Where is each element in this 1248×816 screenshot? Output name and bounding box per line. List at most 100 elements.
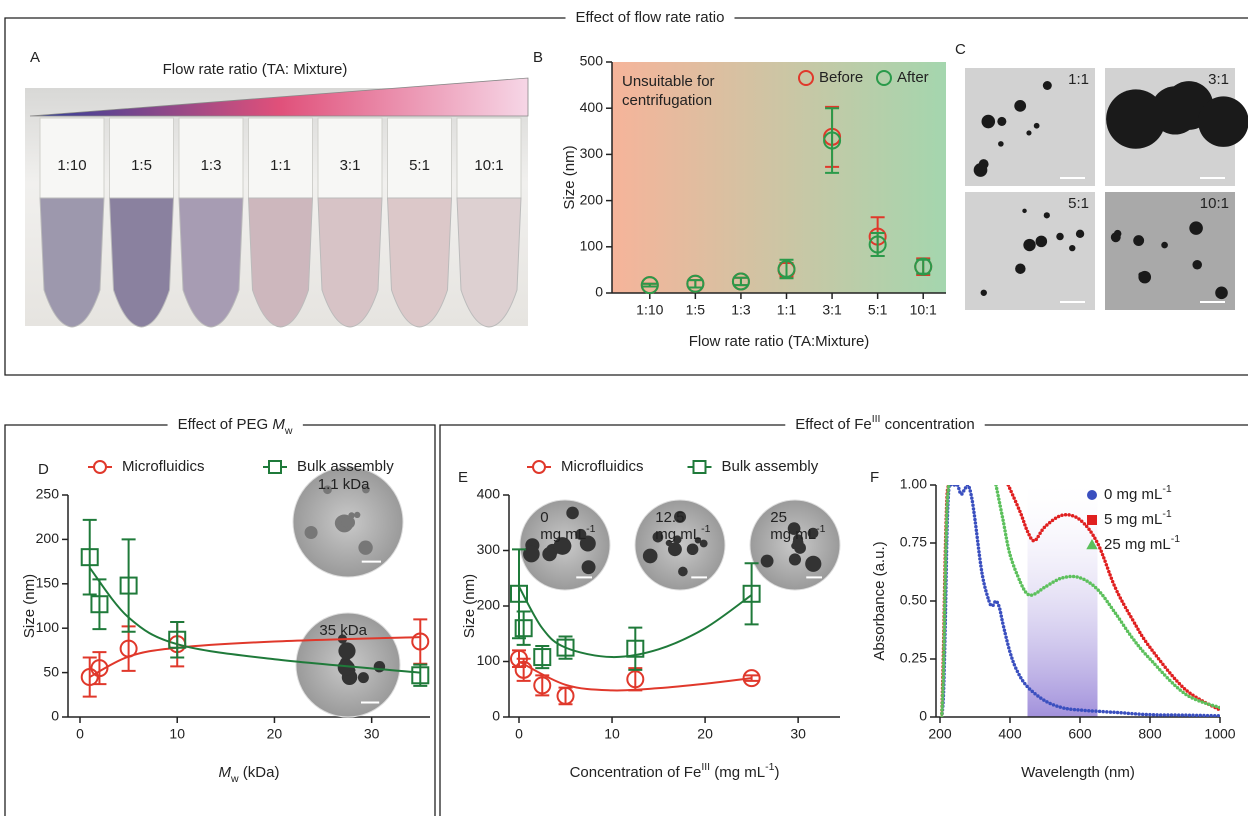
data-point <box>533 648 552 667</box>
x-axis-title-part: Wavelength (nm) <box>1021 764 1135 781</box>
inset-label: 0 <box>540 509 548 526</box>
y-tick-label: 100 <box>36 619 60 635</box>
spectrum-line <box>940 485 1220 717</box>
particle <box>1015 263 1026 274</box>
y-tick-label: 200 <box>36 530 60 546</box>
x-tick-label: 1:10 <box>636 302 663 318</box>
inset-particle <box>652 531 664 543</box>
inset-particle <box>581 560 596 575</box>
annotation: Unsuitable for <box>622 73 715 90</box>
data-point <box>533 676 552 695</box>
particle <box>1161 241 1168 249</box>
data-point <box>514 660 533 679</box>
particle <box>1035 235 1048 248</box>
legend-label: Bulk assembly <box>297 458 394 475</box>
micrograph-label: 3:1 <box>1208 71 1229 88</box>
inset-label-part: mg mL <box>655 526 701 543</box>
x-axis-title-part: M <box>219 764 232 781</box>
panel-label: E <box>458 469 468 486</box>
section-title-part: M <box>272 416 285 433</box>
y-tick-label: 0.50 <box>900 592 927 608</box>
inset-particle <box>792 537 804 549</box>
y-axis-title-part: Absorbance (a.u.) <box>871 541 888 660</box>
inset-label-part: -1 <box>816 523 825 535</box>
title-backdrop <box>785 412 985 433</box>
particle <box>980 289 987 296</box>
data-point <box>640 276 659 295</box>
inset-particle <box>304 525 318 539</box>
data-point <box>868 235 887 254</box>
x-tick-label: 10 <box>604 726 620 742</box>
y-tick-label: 150 <box>36 575 60 591</box>
inset-particle <box>542 546 557 562</box>
x-tick-label: 5:1 <box>868 302 888 318</box>
micrograph-label: 1:1 <box>1068 71 1089 88</box>
y-tick-label: 0 <box>51 708 59 724</box>
micrograph <box>1105 192 1235 310</box>
data-point <box>168 630 187 649</box>
x-axis-title-part: (kDa) <box>239 764 280 781</box>
legend-label-part: After <box>897 69 929 86</box>
error-bar <box>121 538 136 633</box>
inset-particle <box>760 554 774 568</box>
x-axis-title-part: w <box>230 773 239 785</box>
particle <box>1069 244 1076 252</box>
legend-label: Microfluidics <box>122 458 205 475</box>
y-axis-title-part: Size (nm) <box>461 574 478 638</box>
particle <box>1215 286 1228 300</box>
section-title-part: concentration <box>880 416 974 433</box>
panel-label: A <box>30 49 40 66</box>
inset-particle <box>699 539 708 548</box>
inset-label-part: 0 <box>540 509 548 526</box>
inset-label: 12.5 <box>655 509 684 526</box>
inset-label-part: -1 <box>701 523 710 535</box>
legend-label: Bulk assembly <box>722 458 819 475</box>
y-axis-title: Size (nm) <box>461 574 478 638</box>
tube-liquid <box>108 197 175 328</box>
panel-label: D <box>38 461 49 478</box>
legend-label: 25 mg mL-1 <box>1104 533 1180 553</box>
particle <box>1138 270 1152 284</box>
legend-label-part: Bulk assembly <box>722 458 819 475</box>
inset-particle <box>357 672 369 684</box>
y-tick-label: 0.75 <box>900 534 927 550</box>
tube-wall <box>109 117 174 199</box>
legend-marker <box>1087 490 1097 500</box>
x-axis-title-part: -1 <box>765 761 774 773</box>
inset-particle <box>566 506 579 520</box>
tube-liquid <box>386 197 453 328</box>
inset-particle <box>674 510 687 523</box>
spectrum-line <box>940 485 1220 717</box>
particle <box>1133 235 1145 246</box>
section-title-part: Effect of Fe <box>795 416 871 433</box>
section-title: Effect of PEG Mw <box>178 416 293 437</box>
particle <box>973 163 988 177</box>
tube-liquid <box>317 197 383 328</box>
data-point <box>556 638 575 657</box>
inset-particle <box>807 527 819 539</box>
data-point <box>823 131 842 150</box>
micrograph-label: 5:1 <box>1068 195 1089 212</box>
inset-particle <box>373 660 386 673</box>
y-tick-label: 500 <box>580 53 604 69</box>
y-tick-label: 0 <box>492 708 500 724</box>
inset-label-part: mg mL <box>770 526 816 543</box>
y-tick-label: 0.25 <box>900 650 927 666</box>
inset-label: 35 kDa <box>319 622 367 639</box>
legend-label-part: 25 mg mL <box>1104 536 1171 553</box>
error-bar <box>92 651 107 686</box>
inset-particle <box>354 511 361 519</box>
tube-wall <box>456 117 522 199</box>
particle <box>998 141 1004 147</box>
legend-label-part: -1 <box>1162 483 1171 495</box>
error-bar <box>744 562 759 626</box>
data-point <box>626 639 645 658</box>
y-axis-title: Absorbance (a.u.) <box>871 541 888 660</box>
legend-marker <box>876 70 892 86</box>
x-axis-title: Concentration of FeIII (mg mL-1) <box>570 761 780 781</box>
x-tick-label: 20 <box>697 726 713 742</box>
x-tick-label: 400 <box>998 726 1022 742</box>
particle <box>1110 232 1121 243</box>
inset-particle <box>523 545 540 563</box>
y-tick-label: 300 <box>477 541 501 557</box>
